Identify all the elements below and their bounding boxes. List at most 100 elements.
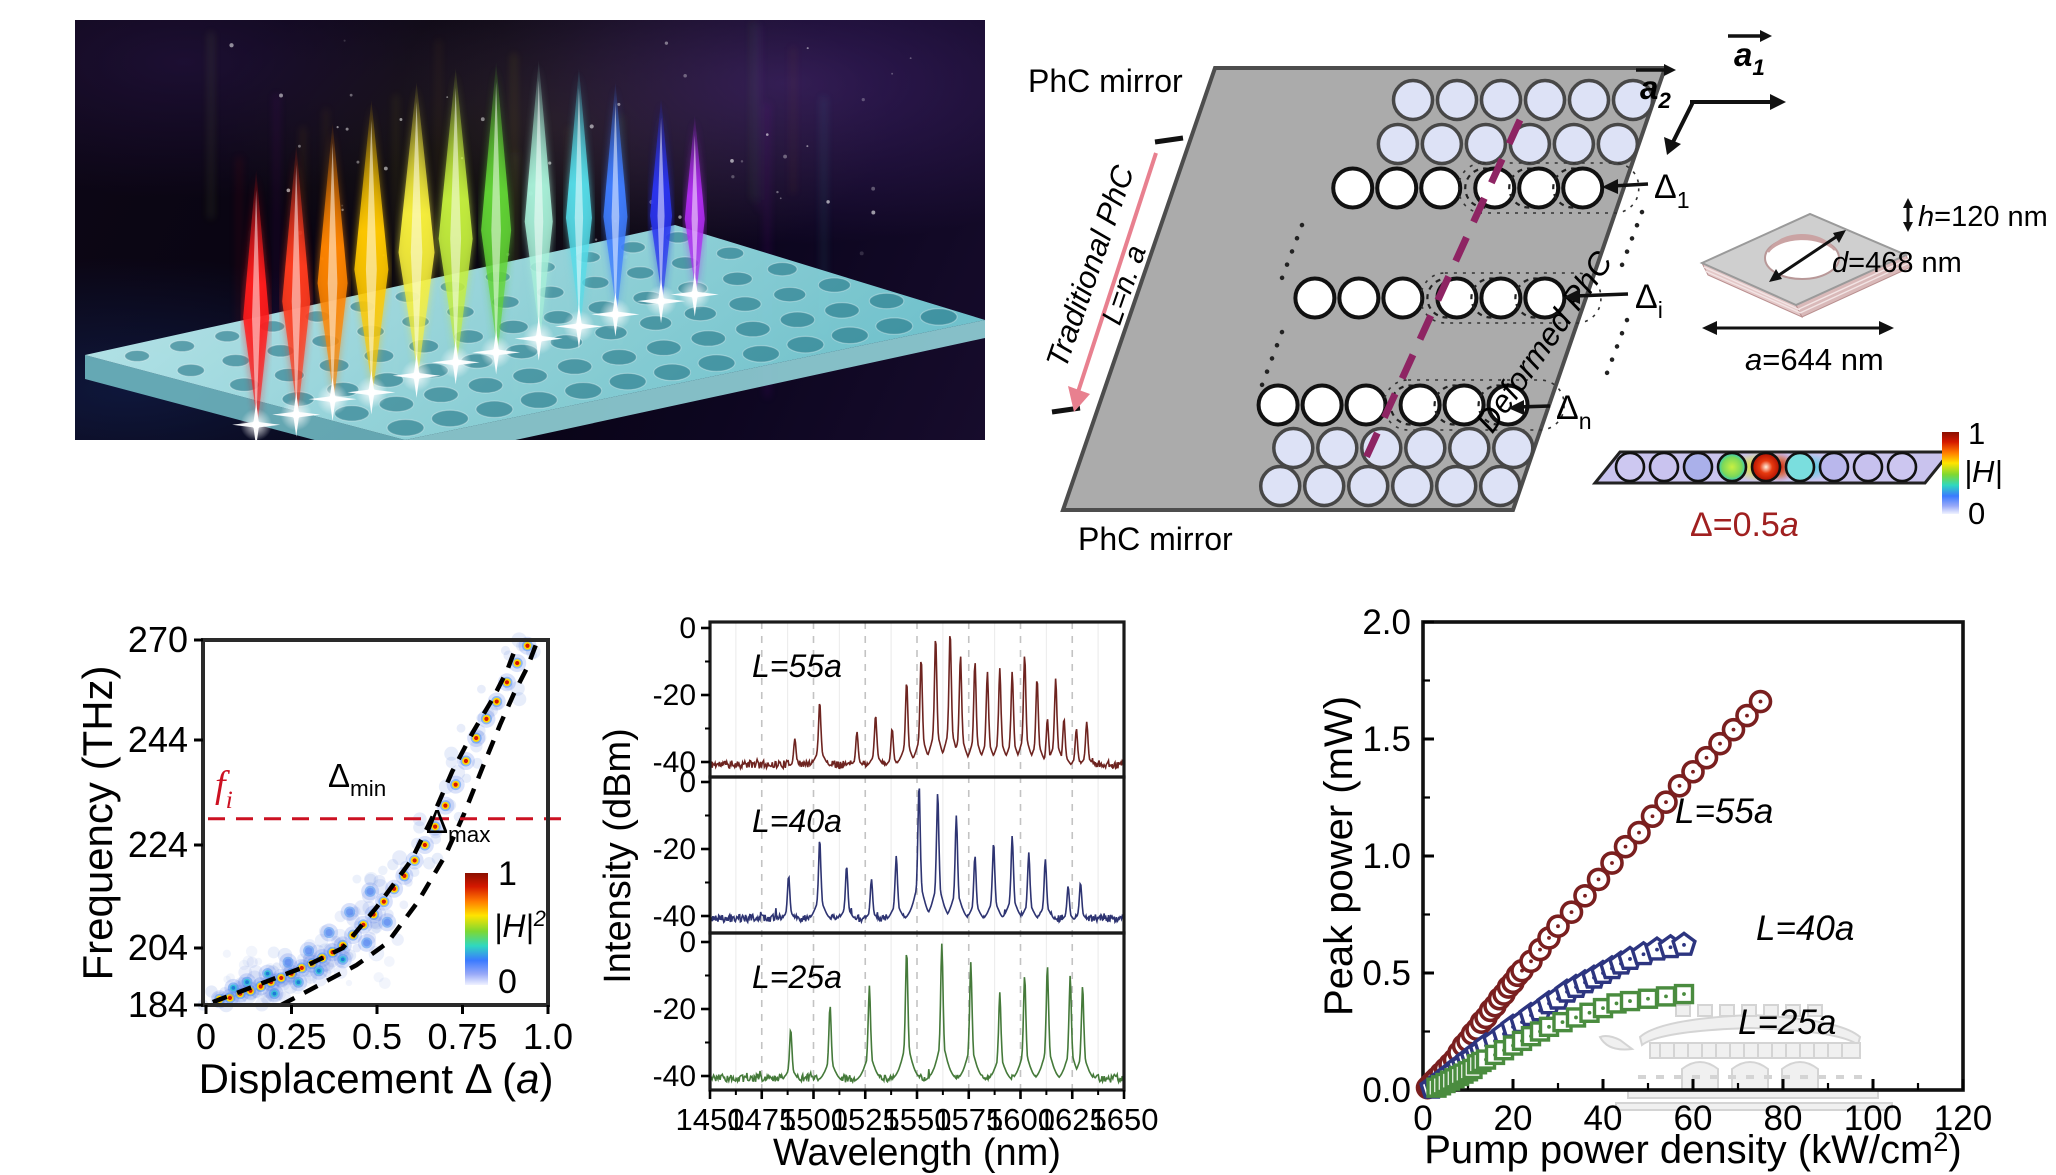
cavity-hole-shifted: [1523, 276, 1567, 320]
phc-mirror-top-label: PhC mirror: [1028, 63, 1183, 99]
power-xtick-label: 60: [1674, 1099, 1713, 1138]
mirror-hole: [1316, 426, 1359, 470]
series-label: L=40a: [1756, 909, 1854, 948]
mirror-hole: [1492, 426, 1535, 470]
cavity-hole-shifted: [1561, 166, 1605, 210]
phc-schematic-diagram: PhC mirror PhC mirror Traditional PhC L=…: [1028, 30, 2048, 557]
spectra-xtick-label: 1575: [934, 1102, 1003, 1137]
svg-text:d=468 nm: d=468 nm: [1832, 247, 1962, 279]
watermark-pagoda: [1598, 1004, 1893, 1111]
strip-hole: [1682, 451, 1714, 483]
band-xtick-label: 0: [196, 1016, 216, 1057]
mirror-hole: [1596, 122, 1640, 166]
cavity-hole: [1337, 276, 1381, 320]
render-canvas: [85, 20, 985, 464]
power-xtick-label: 20: [1494, 1099, 1533, 1138]
mirror-hole: [1376, 122, 1420, 166]
mirror-hole: [1552, 122, 1596, 166]
mode-delta-label: Δ=0.5a: [1690, 506, 1799, 544]
emission-star: [232, 402, 281, 447]
lattice-vectors: a1 a2: [1636, 30, 1786, 155]
svg-text:0: 0: [498, 963, 517, 1001]
ellipsis-dots: [1259, 209, 1645, 388]
band-xtick-label: 0.5: [352, 1016, 402, 1057]
power-xtick-label: 80: [1764, 1099, 1803, 1138]
cavity-hole: [1344, 383, 1388, 427]
mirror-hole: [1420, 122, 1464, 166]
svg-text:1: 1: [1968, 416, 1985, 451]
spectra-ytick-label: -20: [653, 679, 696, 712]
delta-max-curve: [280, 639, 540, 1007]
beam-core: [410, 102, 423, 376]
series-label: L=25a: [752, 959, 842, 995]
spectra-ytick-label: -40: [653, 1060, 696, 1093]
spectra-xtick-label: 1650: [1090, 1102, 1159, 1137]
spectrum-L=55a: [709, 635, 1125, 771]
mirror-hole: [1567, 78, 1611, 122]
power-ylabel: Peak power (mW): [1320, 696, 1361, 1016]
power-series-L=55a: [1415, 689, 1773, 1100]
svg-text:h=120 nm: h=120 nm: [1918, 201, 2048, 233]
series-label: L=40a: [752, 803, 842, 839]
beam-core: [611, 102, 620, 315]
beam-core: [251, 190, 261, 425]
svg-text:Δ1: Δ1: [1654, 168, 1690, 213]
cavity-hole: [1381, 276, 1425, 320]
power-ytick-label: 2.0: [1362, 603, 1411, 642]
mirror-hole: [1611, 78, 1655, 122]
phc-mirror-bottom-label: PhC mirror: [1078, 521, 1233, 557]
phc-hole-lattice: [1256, 78, 1655, 508]
mirror-hole: [1464, 122, 1508, 166]
emission-star: [272, 392, 321, 437]
emission-star: [472, 330, 521, 375]
spectrum-L=25a: [709, 943, 1125, 1085]
power-xtick-label: 0: [1413, 1099, 1432, 1138]
fi-label: fi: [215, 764, 233, 814]
svg-text:|H|2: |H|2: [494, 906, 546, 944]
cavity-hole: [1375, 166, 1419, 210]
shifted-row-outline: [1383, 379, 1565, 431]
beam-core: [691, 135, 698, 295]
svg-text:a2: a2: [1640, 69, 1671, 113]
power-ytick-label: 1.5: [1362, 720, 1411, 759]
band-ytick-label: 270: [128, 619, 188, 660]
power-xtick-label: 40: [1584, 1099, 1623, 1138]
strip-hole: [1852, 451, 1884, 483]
spectra-ytick-label: 0: [679, 766, 696, 799]
cavity-hole: [1300, 383, 1344, 427]
delta-max-label: Δmax: [426, 803, 490, 847]
emission-star: [591, 292, 640, 337]
spectra-ytick-label: -40: [653, 746, 696, 779]
strip-hole: [1886, 451, 1918, 483]
strip-hole: [1648, 451, 1680, 483]
beam-core: [365, 120, 377, 393]
spectra-xtick-label: 1600: [986, 1102, 1055, 1137]
emission-star: [637, 279, 686, 324]
mode-profile-strip: [1591, 450, 1954, 485]
power-xtick-label: 120: [1934, 1099, 1992, 1138]
shifted-row-outline: [1457, 162, 1640, 214]
power-series-L=25a: [1426, 983, 1695, 1098]
beam-core: [327, 143, 338, 400]
cavity-hole: [1331, 166, 1375, 210]
band-ytick-label: 204: [128, 927, 188, 968]
mirror-hole: [1346, 464, 1390, 508]
spectra-xtick-label: 1550: [883, 1102, 952, 1137]
band-xtick-label: 0.25: [256, 1016, 326, 1057]
spectra-ytick-label: 0: [679, 612, 696, 645]
mirror-hole: [1258, 464, 1302, 508]
strip-hole: [1716, 451, 1748, 483]
svg-text:a=644 nm: a=644 nm: [1745, 342, 1884, 377]
power-xtick-label: 100: [1844, 1099, 1902, 1138]
spectrum-L=40a: [709, 788, 1125, 925]
power-ytick-label: 0.0: [1362, 1071, 1411, 1110]
series-label: L=25a: [1738, 1003, 1836, 1042]
beam-core: [450, 88, 462, 363]
mirror-hole: [1448, 426, 1491, 470]
beam-core: [657, 118, 665, 302]
cavity-hole: [1256, 383, 1300, 427]
band-ylabel: Frequency (THz): [74, 665, 121, 980]
h-field-colorbar: 1 |H| 0: [1942, 416, 2003, 531]
spectra-xtick-label: 1500: [779, 1102, 848, 1137]
